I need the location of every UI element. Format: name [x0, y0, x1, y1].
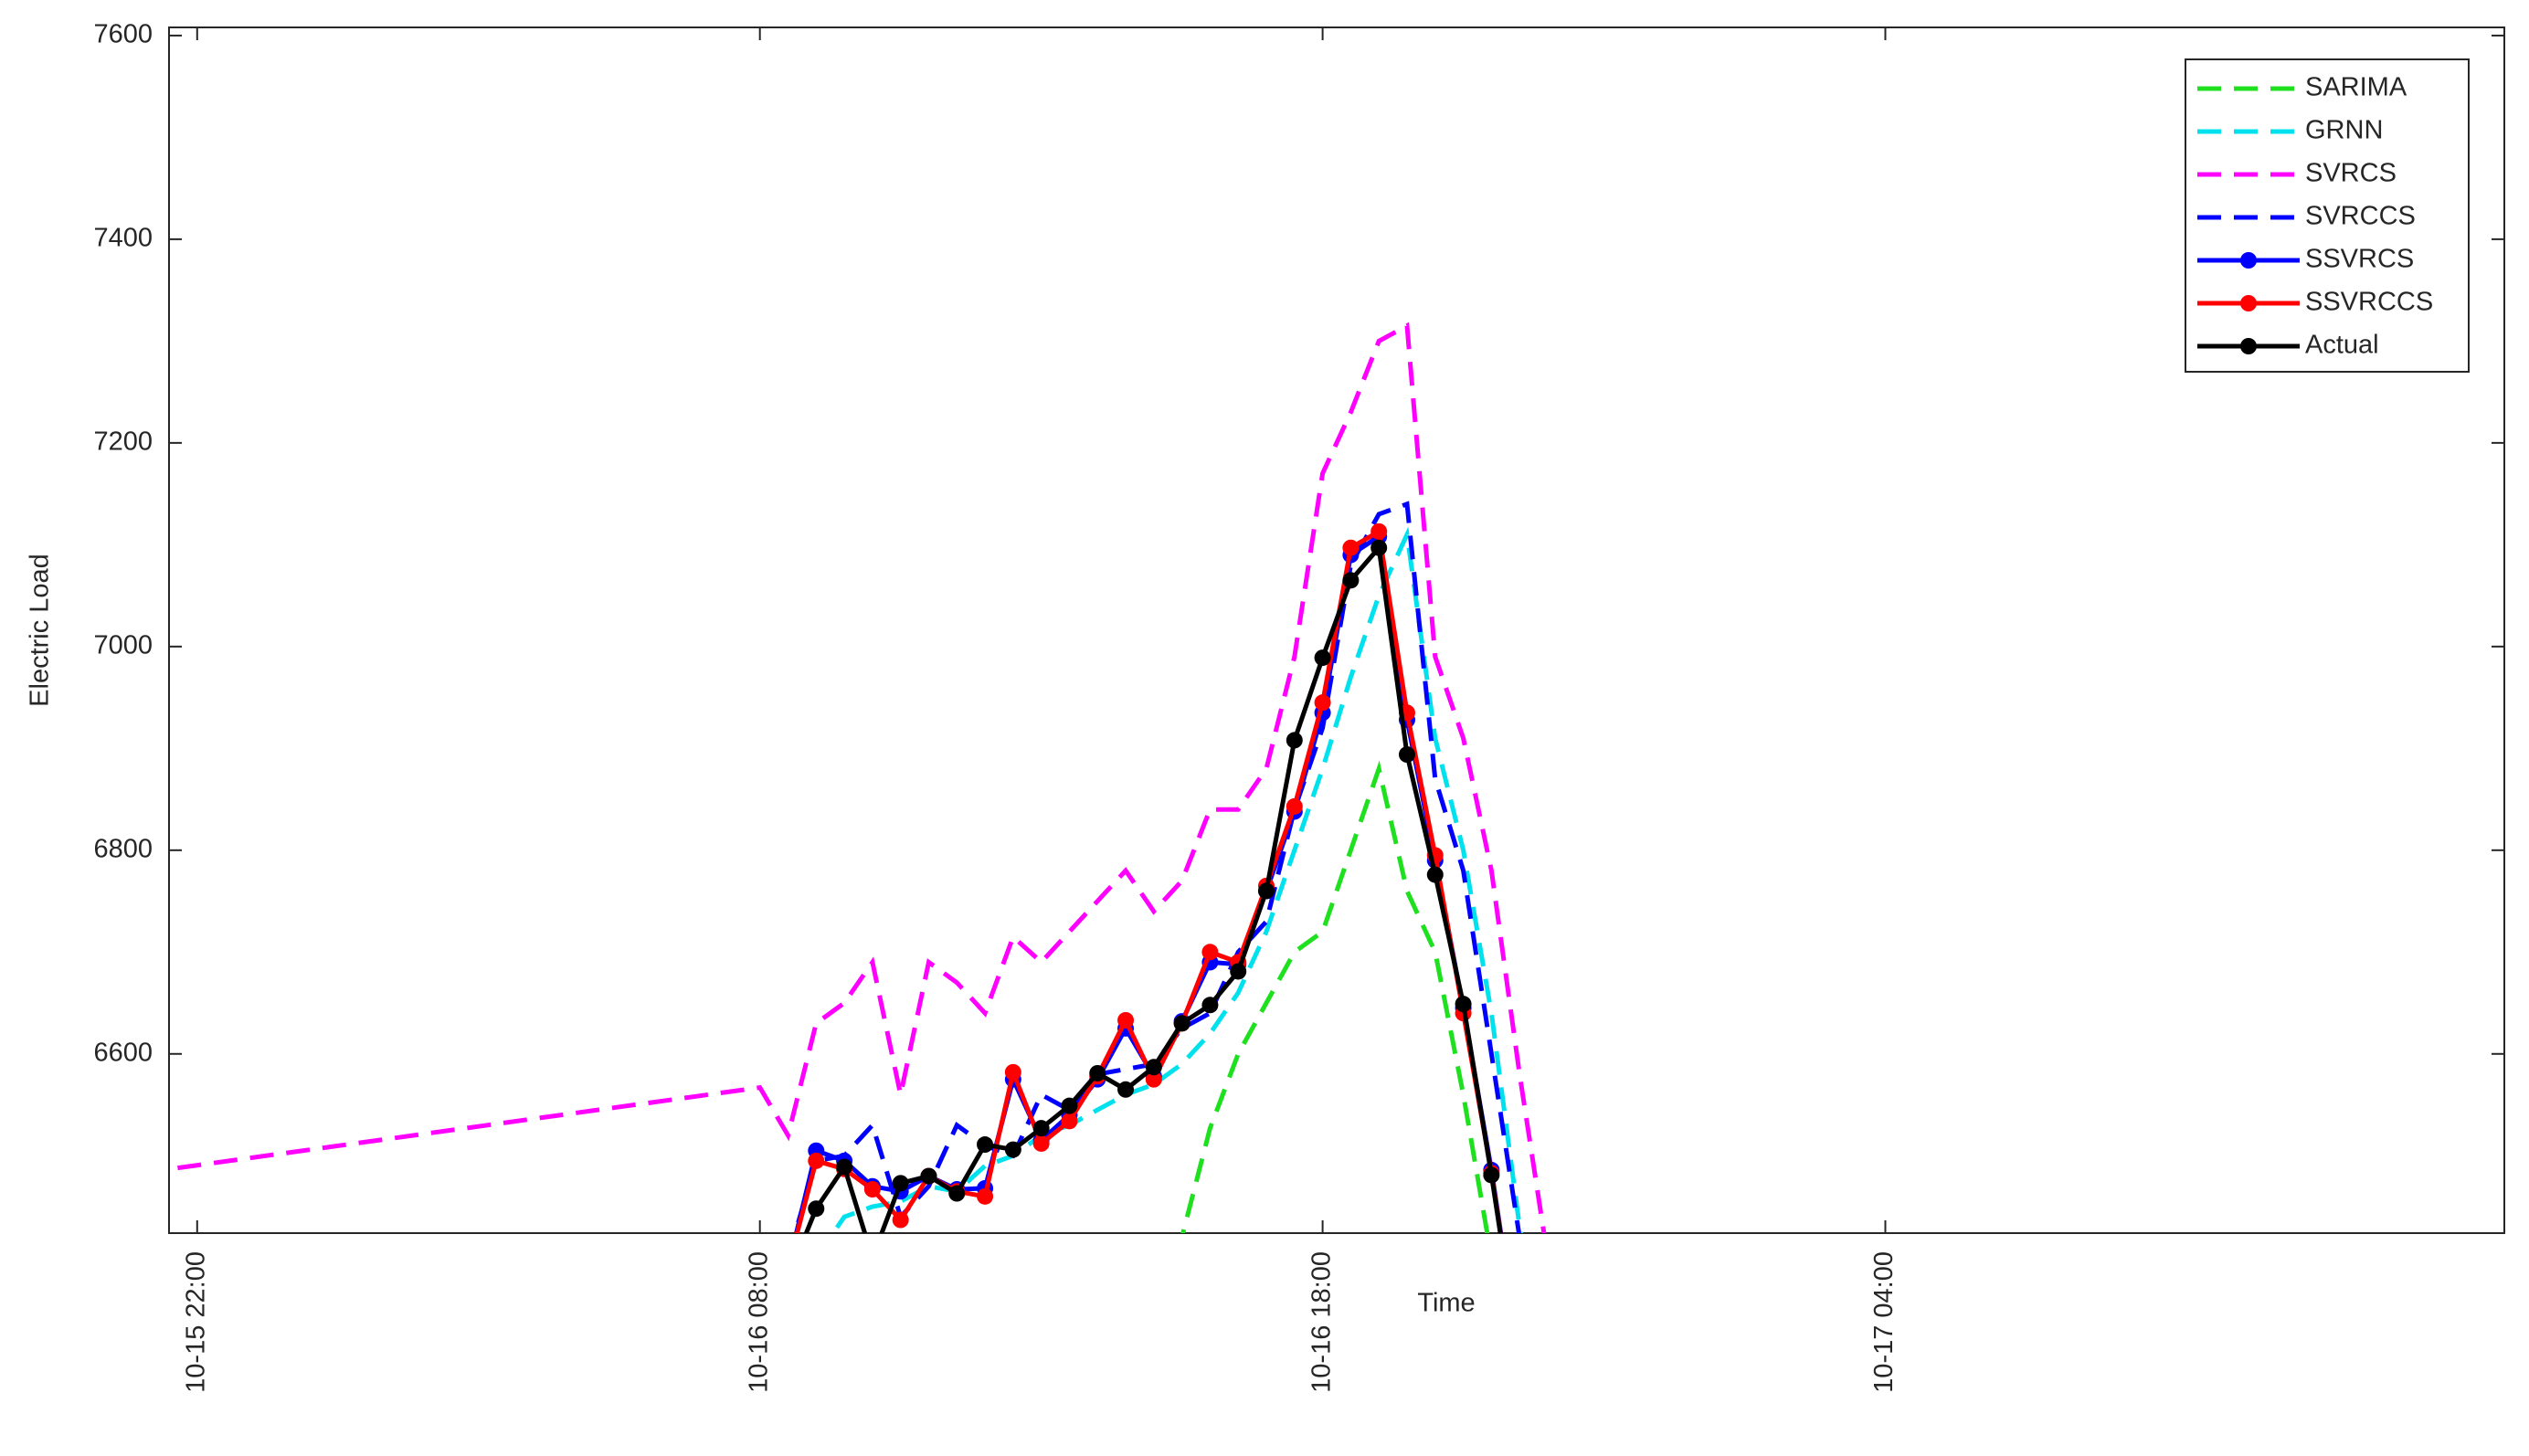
- legend-label: Actual: [2305, 331, 2379, 360]
- data-point: [863, 1181, 881, 1198]
- data-point: [1511, 1351, 1528, 1367]
- legend-marker: [2240, 252, 2257, 269]
- legend-label: SSVRCCS: [2305, 288, 2433, 317]
- data-point: [920, 1167, 937, 1185]
- y-tick-label: 7600: [93, 20, 153, 49]
- y-tick-label: 6800: [93, 834, 153, 863]
- data-point: [1286, 732, 1303, 749]
- x-tick-label: 10-17 04:00: [1869, 1251, 1899, 1393]
- data-point: [1230, 963, 1247, 980]
- data-point: [892, 1211, 909, 1229]
- data-point: [836, 1158, 853, 1176]
- legend-label: SARIMA: [2305, 73, 2407, 102]
- data-point: [1398, 746, 1415, 764]
- data-point: [1370, 522, 1388, 540]
- data-point: [1314, 694, 1331, 712]
- legend-label: GRNN: [2305, 116, 2383, 145]
- y-tick-label: 7000: [93, 630, 153, 659]
- legend-marker: [2240, 295, 2257, 311]
- data-point: [1089, 1064, 1106, 1081]
- data-point: [977, 1187, 994, 1205]
- axes: 6600 6800 7000 7200 7400 7600 10-15 22:00 10-16…: [93, 20, 2504, 1393]
- data-point: [1370, 539, 1388, 556]
- data-point: [1117, 1081, 1135, 1098]
- data-point: [808, 1200, 825, 1218]
- legend: SARIMA GRNN SVRCS SVRCCS SSVRCS SSVRCCS Actual: [2185, 58, 2470, 373]
- y-tick-label: 6600: [93, 1038, 153, 1067]
- data-point: [1426, 866, 1444, 883]
- data-point: [1342, 572, 1360, 589]
- x-axis-label: Time: [1417, 1289, 1475, 1318]
- legend-label: SVRCCS: [2305, 202, 2416, 231]
- series-line: [830, 526, 1524, 1233]
- legend-label: SVRCS: [2305, 159, 2397, 188]
- legend-label: SSVRCS: [2305, 245, 2414, 274]
- data-point: [864, 1250, 881, 1266]
- y-tick-label: 7400: [93, 224, 153, 253]
- data-point: [1032, 1120, 1050, 1137]
- data-point: [1145, 1071, 1162, 1088]
- data-point: [779, 1270, 796, 1286]
- data-point: [1286, 797, 1303, 815]
- data-point: [808, 1152, 825, 1169]
- series-line: [169, 322, 1547, 1233]
- data-point: [779, 1260, 796, 1276]
- x-tick-label: 10-16 18:00: [1307, 1251, 1336, 1393]
- series-line: [803, 542, 1503, 1233]
- x-tick-label: 10-16 08:00: [744, 1251, 773, 1393]
- data-point: [1173, 1015, 1190, 1032]
- data-point: [1511, 1351, 1528, 1367]
- data-point: [1483, 1166, 1500, 1184]
- data-point: [1201, 997, 1219, 1014]
- data-point: [1004, 1063, 1021, 1081]
- series-line: [1180, 760, 1490, 1233]
- data-point: [1455, 996, 1472, 1013]
- data-point: [1032, 1134, 1050, 1152]
- data-point: [779, 1260, 796, 1276]
- data-point: [1117, 1011, 1135, 1029]
- data-point: [1511, 1351, 1528, 1367]
- series-line: [794, 527, 1503, 1233]
- data-point: [977, 1136, 994, 1154]
- data-point: [948, 1185, 966, 1202]
- data-point: [1061, 1097, 1078, 1114]
- data-point: [1314, 649, 1331, 667]
- plot-lines: [169, 322, 1547, 1367]
- data-point: [1258, 882, 1275, 900]
- data-point: [1145, 1059, 1162, 1076]
- x-tick-label: 10-15 22:00: [181, 1251, 210, 1393]
- legend-box: [2185, 58, 2470, 373]
- data-point: [892, 1175, 909, 1192]
- data-point: [1061, 1113, 1078, 1130]
- y-tick-label: 7200: [93, 427, 153, 457]
- data-point: [1342, 539, 1360, 556]
- data-point: [1201, 944, 1219, 961]
- legend-marker: [2240, 338, 2257, 354]
- y-axis-label: Electric Load: [26, 554, 55, 707]
- data-point: [1004, 1141, 1021, 1158]
